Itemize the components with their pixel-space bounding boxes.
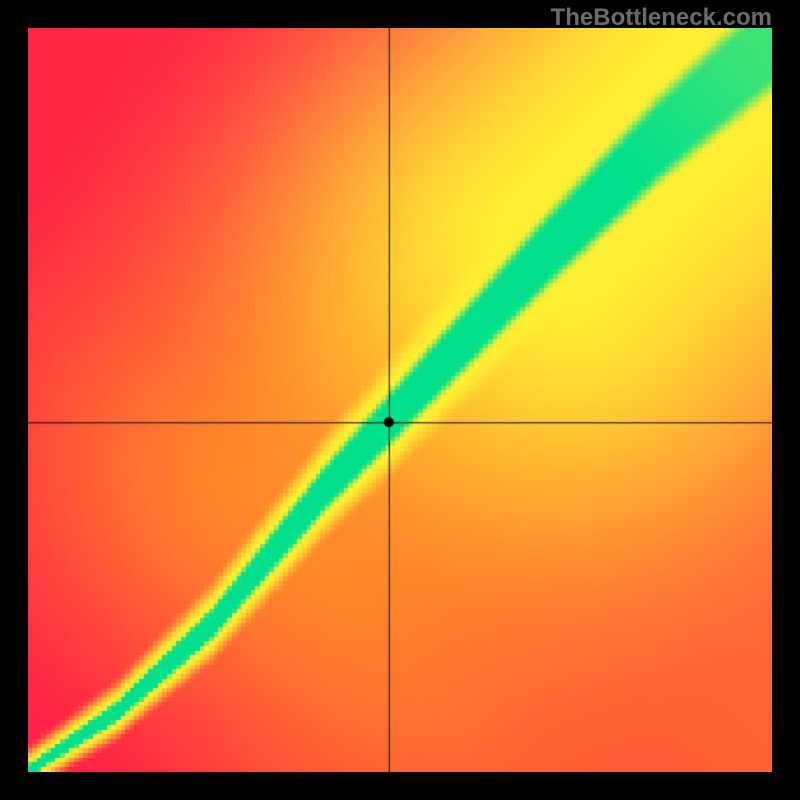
heatmap-canvas — [28, 28, 772, 772]
watermark-text: TheBottleneck.com — [551, 4, 772, 32]
heatmap-canvas-wrap — [28, 28, 772, 772]
